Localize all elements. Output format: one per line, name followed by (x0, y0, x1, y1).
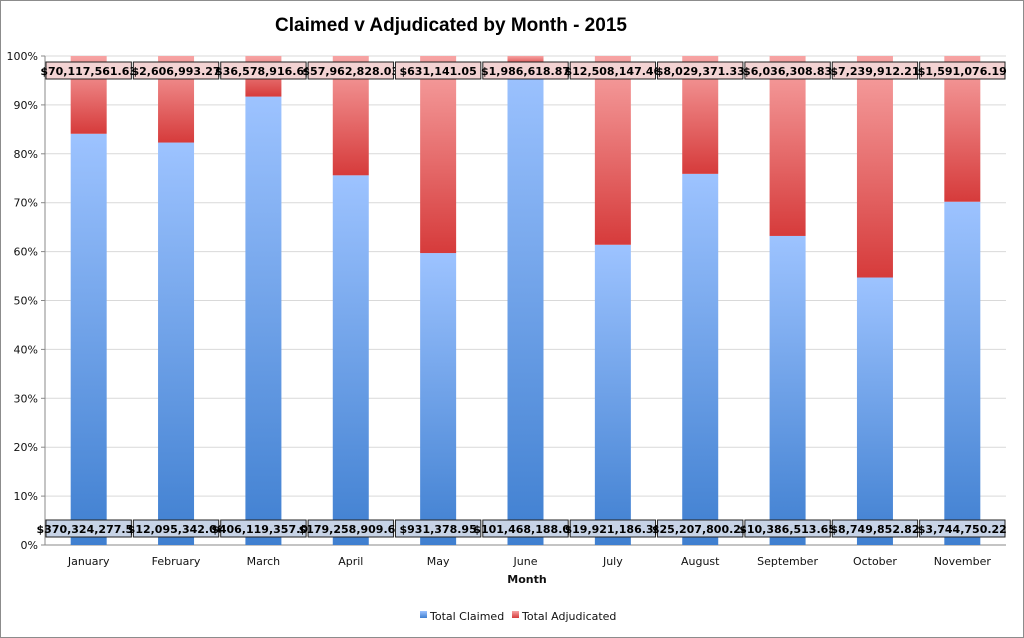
bar-total-claimed (944, 201, 981, 546)
y-tick-label: 20% (14, 441, 38, 454)
data-label-box-adjudicated (45, 61, 132, 80)
data-label-box-claimed (919, 519, 1006, 538)
y-tick-label: 80% (14, 148, 38, 161)
data-label-box-adjudicated (831, 61, 919, 80)
data-label-box-adjudicated (307, 61, 394, 80)
bar-total-claimed (158, 142, 195, 546)
data-label-adjudicated: $1,986,618.87 (481, 65, 570, 78)
data-label-box-adjudicated (482, 61, 569, 80)
x-tick-label: March (247, 555, 281, 568)
data-label-box-claimed (744, 519, 831, 538)
y-tick-label: 0% (21, 539, 38, 552)
data-label-adjudicated: $631,141.05 (400, 65, 477, 78)
data-label-box-claimed (220, 519, 307, 538)
y-tick-label: 10% (14, 490, 38, 503)
x-tick-label: June (513, 555, 538, 568)
legend-swatch-adjudicated (512, 611, 519, 618)
data-label-claimed: $3,744,750.22 (918, 523, 1007, 536)
y-tick-label: 90% (14, 99, 38, 112)
data-label-box-claimed (45, 519, 132, 538)
data-label-adjudicated: $12,508,147.46 (564, 65, 661, 78)
x-tick-label: May (427, 555, 450, 568)
bar-total-claimed (682, 173, 719, 545)
data-label-adjudicated: $8,029,371.33 (656, 65, 745, 78)
data-label-box-adjudicated (744, 61, 831, 80)
data-label-claimed: $10,386,513.65 (739, 523, 836, 536)
data-label-claimed: $12,095,342.06 (128, 523, 225, 536)
data-labels: $70,117,561.63 $370,324,277.58 $2,606,993.… (36, 61, 1007, 538)
data-label-adjudicated: $70,117,561.63 (40, 65, 137, 78)
legend-swatch-claimed (420, 611, 427, 618)
data-label-claimed: $370,324,277.58 (36, 523, 140, 536)
data-label-box-adjudicated (132, 61, 220, 80)
data-label-claimed: $19,921,186.38 (564, 523, 661, 536)
data-label-claimed: $179,258,909.68 (299, 523, 403, 536)
data-label-box-adjudicated (569, 61, 657, 80)
y-tick-label: 50% (14, 295, 38, 308)
bar-total-claimed (856, 277, 893, 545)
data-label-claimed: $931,378.95 (400, 523, 477, 536)
legend-label-adjudicated: Total Adjudicated (521, 610, 616, 623)
y-tick-label: 40% (14, 343, 38, 356)
data-label-box-claimed (831, 519, 919, 538)
data-label-box-claimed (657, 519, 744, 538)
x-tick-label: October (853, 555, 897, 568)
y-tick-label: 70% (14, 197, 38, 210)
x-tick-label: August (681, 555, 720, 568)
data-label-box-claimed (307, 519, 394, 538)
data-label-box-adjudicated (919, 61, 1006, 80)
data-label-claimed: $8,749,852.82 (830, 523, 919, 536)
x-tick-label: April (338, 555, 363, 568)
x-axis-title: Month (507, 573, 546, 586)
data-label-adjudicated: $36,578,916.69 (215, 65, 312, 78)
bar-total-adjudicated (944, 56, 981, 202)
bar-total-adjudicated (507, 56, 544, 66)
data-label-box-claimed (569, 519, 657, 538)
x-tick-label: September (757, 555, 818, 568)
bar-total-claimed (420, 253, 457, 545)
data-label-box-claimed (482, 519, 569, 538)
bar-total-claimed (70, 133, 107, 545)
bars (70, 56, 981, 546)
data-label-box-adjudicated (657, 61, 744, 80)
legend-label-claimed: Total Claimed (429, 610, 504, 623)
data-label-box-claimed (132, 519, 220, 538)
data-label-box-claimed (394, 519, 482, 538)
data-label-adjudicated: $57,962,828.03 (302, 65, 399, 78)
bar-total-adjudicated (856, 56, 893, 278)
data-label-adjudicated: $2,606,993.27 (132, 65, 221, 78)
x-axis-ticks: January February March April May June July Augu… (67, 555, 992, 568)
data-label-adjudicated: $6,036,308.83 (743, 65, 832, 78)
y-tick-label: 30% (14, 392, 38, 405)
bar-total-claimed (332, 175, 369, 546)
bar-total-claimed (245, 96, 282, 545)
y-tick-label: 100% (7, 50, 38, 63)
bar-total-claimed (594, 244, 631, 545)
bar-total-adjudicated (769, 56, 806, 236)
data-label-box-adjudicated (220, 61, 307, 80)
data-label-claimed: $406,119,357.07 (211, 523, 315, 536)
x-tick-label: July (602, 555, 623, 568)
bar-total-claimed (507, 65, 544, 545)
y-tick-label: 60% (14, 246, 38, 259)
legend: Total Claimed Total Adjudicated (420, 610, 616, 623)
bar-total-claimed (769, 235, 806, 545)
bar-total-adjudicated (420, 56, 457, 254)
data-label-adjudicated: $7,239,912.21 (830, 65, 919, 78)
x-tick-label: January (67, 555, 110, 568)
data-label-box-adjudicated (394, 61, 482, 80)
x-tick-label: November (934, 555, 992, 568)
chart-title: Claimed v Adjudicated by Month - 2015 (275, 15, 627, 36)
x-tick-label: February (152, 555, 201, 568)
data-label-claimed: $25,207,800.24 (652, 523, 749, 536)
bar-total-adjudicated (594, 56, 631, 245)
data-label-adjudicated: $1,591,076.19 (918, 65, 1007, 78)
data-label-claimed: $101,468,188.08 (473, 523, 577, 536)
